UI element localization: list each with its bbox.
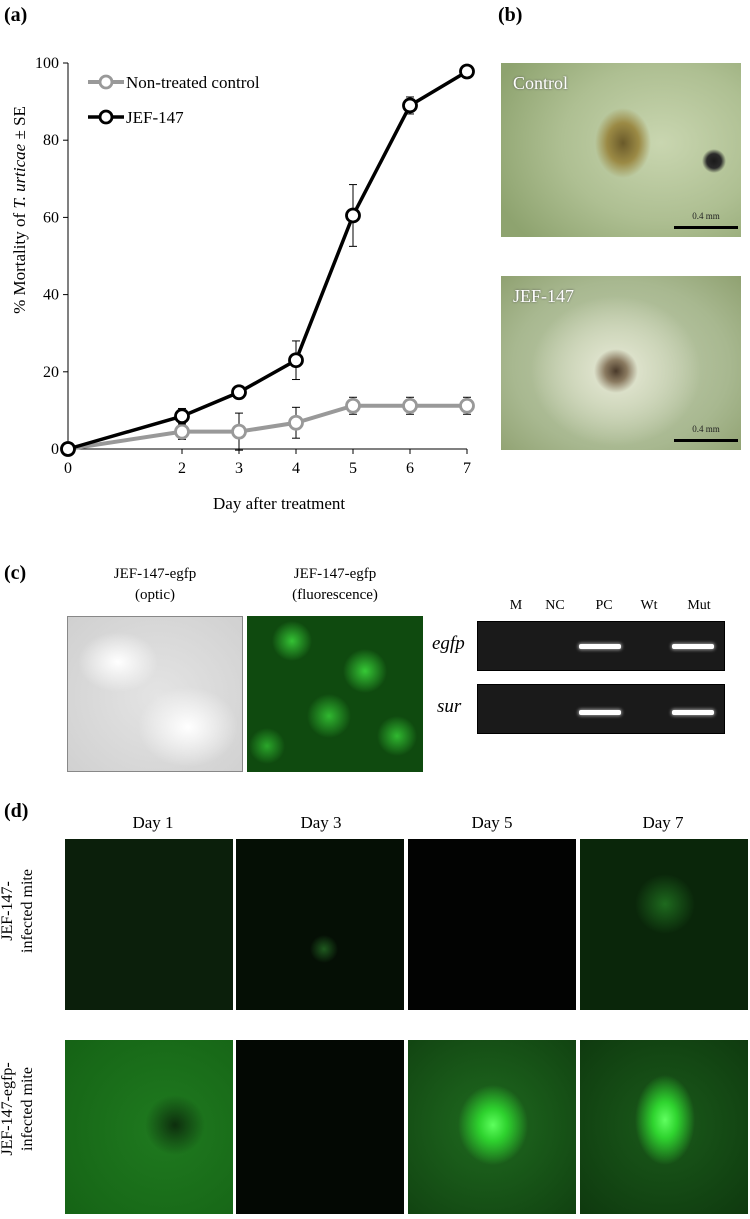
- fluor-caption-line1: JEF-147-egfp: [293, 566, 377, 582]
- data-point-control: [288, 414, 304, 431]
- fluor-jef147-day5: [408, 839, 576, 1010]
- y-axis-label: % Mortality of T. urticae ± SE: [10, 106, 29, 314]
- gel-band-mut-egfp: [672, 644, 714, 649]
- fluor-jef147-day3: [236, 839, 404, 1010]
- panel-label-c: (c): [4, 562, 27, 584]
- legend-label-control: Non-treated control: [126, 73, 260, 92]
- chart-legend: Non-treated control JEF-147: [88, 73, 260, 127]
- row-label-jef147-egfp: JEF-147-egfp-infected mite: [0, 1062, 36, 1156]
- panel-label-a: (a): [4, 4, 28, 26]
- scale-bar-label: 0.4 mm: [692, 211, 720, 221]
- gel-lane-label: NC: [545, 598, 565, 613]
- gel-band-pc-egfp: [579, 644, 621, 649]
- jef147-mite-photo: JEF-147 0.4 mm: [501, 276, 741, 450]
- data-point-jef147: [345, 207, 361, 224]
- optic-image: [67, 616, 243, 772]
- day-label-1: Day 1: [132, 813, 174, 832]
- optic-caption-line1: JEF-147-egfp: [113, 566, 197, 582]
- optic-caption-line2: (optic): [135, 587, 175, 603]
- fluor-jef147-day1: [65, 839, 233, 1010]
- data-point-jef147: [174, 408, 190, 425]
- scale-bar: [674, 439, 738, 442]
- x-axis-label: Day after treatment: [213, 494, 346, 513]
- fluor-egfp-day7: [580, 1040, 748, 1214]
- gel-band-mut-sur: [672, 710, 714, 715]
- x-tick-label: 6: [406, 460, 414, 477]
- x-tick-label: 0: [64, 460, 72, 477]
- scale-bar: [674, 226, 738, 229]
- x-tick-label: 2: [178, 460, 186, 477]
- day-label-3: Day 3: [300, 813, 342, 832]
- y-tick-label: 20: [43, 364, 59, 381]
- data-point-jef147: [231, 384, 247, 401]
- gene-label-sur: sur: [437, 696, 462, 717]
- y-tick-label: 0: [51, 441, 59, 458]
- chart-axes: 0 20 40 60 80 100 0 2 3 4 5 6 7: [35, 55, 471, 477]
- gel-sur: [477, 684, 725, 734]
- data-point-jef147: [459, 63, 475, 80]
- y-tick-label: 100: [35, 55, 59, 72]
- day-label-5: Day 5: [471, 813, 513, 832]
- panel-label-d: (d): [4, 800, 29, 822]
- legend-label-jef147: JEF-147: [126, 108, 184, 127]
- gel-egfp: [477, 621, 725, 671]
- fluor-jef147-day7: [580, 839, 748, 1010]
- data-point-control: [174, 423, 190, 440]
- data-point-jef147: [288, 352, 304, 369]
- y-tick-label: 40: [43, 287, 59, 304]
- legend-marker-control: [98, 74, 114, 90]
- fluor-egfp-day1: [65, 1040, 233, 1214]
- gel-band-pc-sur: [579, 710, 621, 715]
- x-tick-label: 5: [349, 460, 357, 477]
- series-line-jef147: [67, 69, 468, 451]
- row-label-jef147: JEF-147- infected mite: [0, 869, 36, 953]
- photo-label-jef147: JEF-147: [513, 286, 575, 306]
- gel-lane-label: Wt: [640, 598, 658, 613]
- x-tick-label: 4: [292, 460, 300, 477]
- day-label-7: Day 7: [642, 813, 684, 832]
- y-tick-label: 80: [43, 132, 59, 149]
- gel-lane-label: Mut: [687, 598, 711, 613]
- data-point-jef147: [60, 441, 76, 457]
- gel-lane-label: M: [509, 598, 523, 613]
- x-tick-label: 3: [235, 460, 243, 477]
- gene-label-egfp: egfp: [432, 633, 465, 654]
- data-point-control: [345, 397, 361, 414]
- x-tick-label: 7: [463, 460, 471, 477]
- chart-marks: [60, 63, 475, 457]
- data-point-control: [402, 397, 418, 414]
- control-mite-photo: Control 0.4 mm: [501, 63, 741, 237]
- fluor-egfp-day3: [236, 1040, 404, 1214]
- data-point-jef147: [402, 97, 418, 114]
- fluor-caption-line2: (fluorescence): [292, 587, 378, 603]
- photo-label-control: Control: [513, 73, 569, 93]
- fluor-egfp-day5: [408, 1040, 576, 1214]
- y-tick-label: 60: [43, 209, 59, 226]
- scale-bar-label: 0.4 mm: [692, 424, 720, 434]
- panel-label-b: (b): [498, 4, 523, 26]
- data-point-control: [231, 423, 247, 440]
- data-point-control: [459, 397, 475, 414]
- legend-marker-jef147: [98, 109, 114, 125]
- mortality-chart: 0 20 40 60 80 100 0 2 3 4 5 6 7 Non-treated control J…: [35, 55, 475, 477]
- fluorescence-image: [247, 616, 423, 772]
- gel-lane-label: PC: [595, 598, 613, 613]
